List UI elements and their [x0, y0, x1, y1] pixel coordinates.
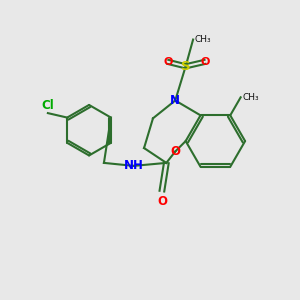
Text: CH₃: CH₃: [195, 35, 211, 44]
Text: O: O: [157, 195, 167, 208]
Text: O: O: [163, 57, 172, 67]
Text: Cl: Cl: [41, 99, 54, 112]
Text: O: O: [170, 145, 180, 158]
Text: S: S: [181, 60, 190, 73]
Text: CH₃: CH₃: [242, 93, 259, 102]
Text: NH: NH: [124, 159, 144, 172]
Text: O: O: [200, 57, 210, 67]
Text: N: N: [170, 94, 180, 107]
